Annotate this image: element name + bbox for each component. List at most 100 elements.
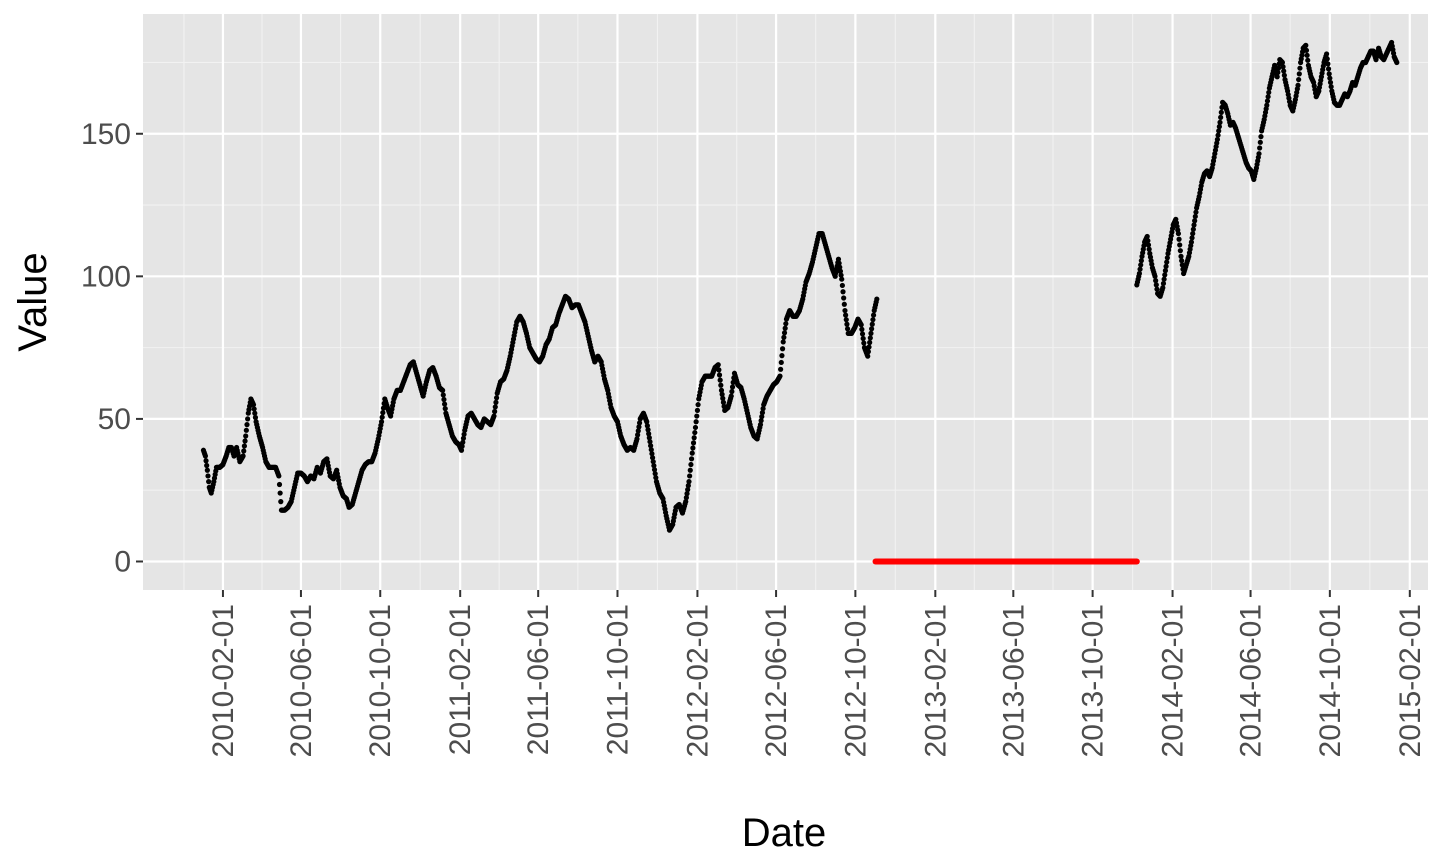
data-point — [781, 334, 787, 340]
data-point — [843, 312, 849, 318]
data-point — [1214, 136, 1221, 143]
data-point — [1176, 236, 1182, 242]
data-point — [1297, 65, 1303, 71]
y-tick-label: 100 — [81, 260, 131, 293]
data-point — [240, 453, 246, 459]
data-point — [1279, 59, 1286, 66]
data-point — [719, 391, 725, 397]
data-point — [1281, 68, 1287, 74]
data-point — [460, 435, 467, 441]
data-point — [1296, 71, 1302, 77]
data-point — [777, 373, 783, 379]
data-point — [694, 407, 701, 413]
data-point — [1304, 52, 1310, 58]
data-point — [783, 321, 789, 327]
data-point — [644, 419, 650, 425]
data-point — [1162, 268, 1169, 274]
data-point — [1144, 233, 1150, 240]
data-point — [870, 317, 876, 323]
data-point — [459, 443, 465, 449]
data-point — [1327, 79, 1334, 86]
data-point — [839, 282, 845, 289]
data-point — [870, 312, 877, 318]
data-point — [651, 463, 657, 469]
data-point — [778, 366, 784, 372]
series-2 — [1134, 39, 1400, 299]
data-point — [691, 435, 697, 441]
x-tick-label: 2014-06-01 — [1235, 604, 1268, 757]
data-point — [1153, 278, 1159, 284]
data-point — [649, 451, 655, 457]
x-tick-label: 2013-10-01 — [1077, 604, 1110, 757]
data-point — [276, 473, 282, 479]
x-tick-label: 2012-06-01 — [760, 604, 793, 757]
data-point — [841, 301, 847, 307]
data-point — [204, 467, 210, 473]
data-point — [843, 317, 849, 323]
data-point — [491, 413, 497, 419]
data-point — [461, 431, 467, 437]
data-point — [782, 325, 788, 331]
data-point — [1216, 124, 1222, 130]
data-point — [837, 264, 843, 270]
data-point — [1394, 59, 1400, 66]
y-tick-label: 150 — [81, 118, 131, 151]
data-point — [1258, 134, 1264, 140]
data-point — [276, 481, 283, 488]
data-point — [757, 422, 764, 428]
data-point — [859, 326, 865, 332]
data-point — [759, 414, 765, 420]
data-point — [779, 353, 785, 359]
data-point — [716, 372, 723, 378]
data-point — [442, 406, 448, 412]
data-point — [1145, 242, 1152, 248]
data-point — [1280, 64, 1286, 70]
x-axis: 2010-02-01 2010-06-01 2010-10-01 2011-02-01… — [207, 590, 1427, 757]
data-point — [1327, 75, 1333, 81]
data-point — [1218, 109, 1224, 115]
data-point — [1215, 132, 1221, 138]
data-point — [780, 339, 786, 345]
series-layer — [200, 39, 1400, 565]
y-tick-label: 0 — [114, 545, 131, 578]
data-point — [1192, 218, 1198, 224]
data-point — [1162, 272, 1168, 278]
data-point — [441, 396, 447, 403]
data-point — [1152, 273, 1158, 279]
data-point — [1275, 69, 1281, 76]
data-point — [692, 429, 698, 436]
data-point — [244, 422, 250, 428]
data-point — [1160, 285, 1166, 291]
data-point — [1264, 102, 1270, 108]
data-point — [1257, 145, 1263, 151]
data-point — [205, 473, 211, 479]
plot-panel — [143, 14, 1428, 590]
data-point — [1217, 119, 1223, 125]
data-point — [779, 346, 786, 352]
x-tick-label: 2011-06-01 — [522, 604, 555, 755]
data-point — [1193, 209, 1199, 215]
y-tick-label: 50 — [98, 403, 131, 436]
y-axis: 0 50 100 150 — [81, 118, 143, 578]
data-point — [718, 387, 725, 393]
data-point — [493, 399, 499, 405]
data-point — [1305, 57, 1311, 63]
data-point — [648, 443, 654, 449]
data-point — [653, 475, 659, 481]
data-point — [684, 491, 690, 497]
data-point — [1191, 222, 1197, 228]
data-point — [1281, 72, 1287, 78]
data-point — [1324, 56, 1330, 62]
data-point — [645, 427, 651, 433]
data-point — [241, 443, 247, 449]
data-point — [1256, 151, 1262, 157]
data-point — [758, 418, 764, 424]
data-point — [1163, 263, 1169, 269]
data-point — [241, 448, 247, 454]
data-point — [1179, 258, 1185, 264]
x-tick-label: 2014-10-01 — [1314, 604, 1347, 757]
data-point — [440, 387, 446, 393]
x-tick-label: 2011-10-01 — [601, 604, 634, 755]
data-point — [1218, 114, 1224, 120]
data-point — [206, 479, 212, 485]
